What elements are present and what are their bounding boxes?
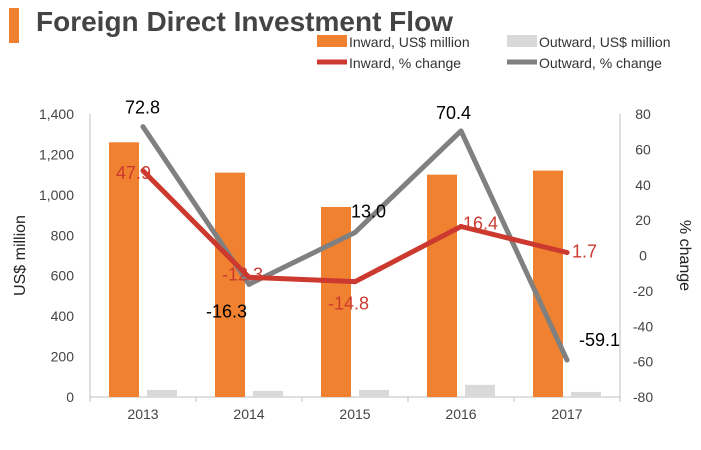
x-tick-label: 2015 <box>339 406 370 422</box>
right-tick-label: 80 <box>635 106 651 122</box>
outward-change-label: 72.8 <box>125 98 160 118</box>
inward-change-line-point <box>140 168 146 174</box>
right-tick-label: 20 <box>635 212 651 228</box>
y2-axis-title: % change <box>676 220 693 291</box>
outward-change-line-point <box>140 124 146 130</box>
outward-change-label: -59.1 <box>579 330 620 350</box>
left-tick-label: 600 <box>51 268 75 284</box>
right-tick-label: 40 <box>635 177 651 193</box>
outward-bar <box>147 389 177 397</box>
x-tick-label: 2014 <box>233 406 264 422</box>
y-axis-title: US$ million <box>12 215 29 296</box>
outward-change-line <box>140 124 570 363</box>
right-tick-label: -80 <box>633 389 653 405</box>
outward-change-line-point <box>564 357 570 363</box>
inward-change-label: 1.7 <box>572 241 597 261</box>
inward-bar <box>109 142 139 397</box>
outward-change-line-point <box>458 128 464 134</box>
x-tick-label: 2013 <box>127 406 158 422</box>
outward-bar <box>571 391 601 397</box>
inward-change-label: 47.9 <box>116 163 151 183</box>
plot-area: 02004006008001,0001,2001,400-80-60-40-20… <box>12 98 693 422</box>
inward-bar <box>427 174 457 397</box>
inward-bar <box>533 170 563 397</box>
outward-bar <box>253 390 283 397</box>
right-tick-label: 0 <box>639 248 647 264</box>
x-tick-label: 2017 <box>551 406 582 422</box>
inward-change-line-point <box>564 249 570 255</box>
legend: Inward, US$ million Outward, US$ million I… <box>317 34 671 71</box>
inward-bar <box>215 172 245 397</box>
inward-change-line-point <box>458 223 464 229</box>
legend-label: Inward, % change <box>349 55 461 71</box>
outward-change-line-point <box>246 281 252 287</box>
left-tick-label: 800 <box>51 227 75 243</box>
left-tick-label: 1,400 <box>39 106 74 122</box>
outward-change-label: 70.4 <box>436 103 471 123</box>
outward-change-label: -16.3 <box>206 301 247 321</box>
right-tick-label: -20 <box>633 283 653 299</box>
left-tick-label: 400 <box>51 308 75 324</box>
inward-change-line-point <box>352 279 358 285</box>
outward-change-label: 13.0 <box>351 202 386 222</box>
right-tick-label: 60 <box>635 141 651 157</box>
inward-change-line-point <box>246 274 252 280</box>
legend-label: Inward, US$ million <box>349 34 470 50</box>
title-accent-bar <box>9 8 19 43</box>
left-tick-label: 0 <box>66 389 74 405</box>
x-tick-label: 2016 <box>445 406 476 422</box>
legend-label: Outward, US$ million <box>539 34 671 50</box>
outward-bar <box>359 389 389 397</box>
right-tick-label: -40 <box>633 318 653 334</box>
left-tick-label: 1,000 <box>39 187 74 203</box>
outward-bar <box>465 384 495 397</box>
legend-swatch <box>317 35 347 47</box>
outward-change-line-point <box>352 230 358 236</box>
chart-title: Foreign Direct Investment Flow <box>36 6 453 37</box>
right-tick-label: -60 <box>633 354 653 370</box>
legend-swatch <box>507 35 537 47</box>
left-tick-label: 200 <box>51 349 75 365</box>
inward-change-label: -12.3 <box>222 264 263 284</box>
left-tick-label: 1,200 <box>39 146 74 162</box>
inward-change-label: -14.8 <box>328 294 369 314</box>
inward-change-label: 16.4 <box>463 213 498 233</box>
legend-label: Outward, % change <box>539 55 662 71</box>
